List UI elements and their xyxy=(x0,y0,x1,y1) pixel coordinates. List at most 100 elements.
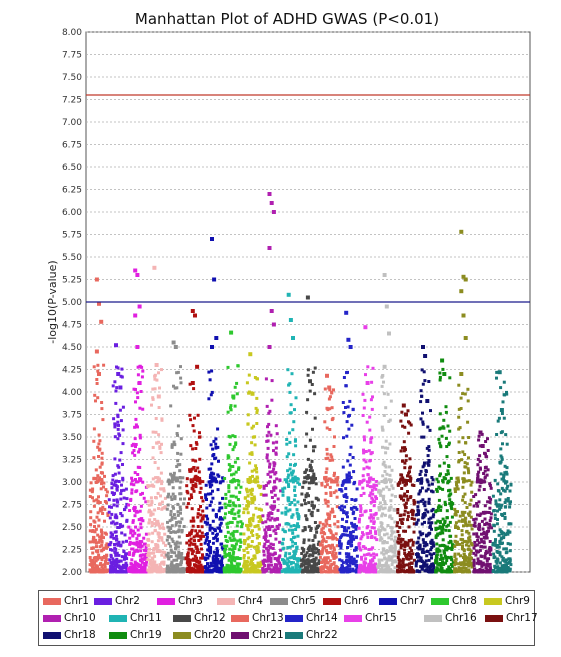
data-point xyxy=(473,567,477,571)
data-point xyxy=(127,553,131,556)
data-point xyxy=(316,508,320,512)
data-point xyxy=(476,478,479,482)
data-point xyxy=(163,505,167,509)
data-point xyxy=(504,533,508,537)
data-point xyxy=(348,453,352,457)
data-point xyxy=(438,375,442,379)
data-point xyxy=(272,488,276,492)
data-point xyxy=(429,521,433,525)
data-point xyxy=(113,564,117,568)
data-point xyxy=(111,478,115,482)
data-point xyxy=(155,480,159,484)
data-point xyxy=(293,494,297,497)
data-point xyxy=(374,512,378,516)
data-point xyxy=(199,486,203,490)
data-point xyxy=(155,569,159,573)
data-point xyxy=(327,570,331,574)
data-point xyxy=(422,515,426,519)
data-point xyxy=(286,498,290,502)
data-point xyxy=(481,510,485,514)
data-point xyxy=(314,482,318,486)
data-point xyxy=(209,393,213,397)
data-point xyxy=(131,519,135,523)
data-point xyxy=(386,550,390,553)
legend-swatch xyxy=(323,598,341,605)
data-point xyxy=(205,506,209,510)
data-point xyxy=(474,553,478,557)
data-point xyxy=(158,386,161,390)
data-point xyxy=(486,468,490,472)
data-point xyxy=(198,477,202,480)
data-point xyxy=(186,566,190,570)
data-point xyxy=(373,536,377,540)
data-point xyxy=(472,570,476,574)
data-point xyxy=(262,553,266,557)
data-point xyxy=(342,566,346,570)
data-point xyxy=(264,569,268,573)
data-point xyxy=(266,517,270,521)
data-point xyxy=(386,524,390,527)
data-point xyxy=(426,565,430,569)
data-point xyxy=(381,563,385,567)
data-point xyxy=(465,462,469,466)
data-point xyxy=(165,567,169,571)
data-point xyxy=(99,562,103,565)
data-point xyxy=(472,558,476,562)
data-point xyxy=(304,495,308,499)
data-point xyxy=(249,480,253,484)
data-point xyxy=(421,422,425,426)
legend-row: Chr1 Chr2 Chr3 Chr4 Chr5 Chr6 Chr7 Chr8 Chr9 xyxy=(43,594,533,608)
data-point xyxy=(94,559,98,563)
data-points xyxy=(88,192,513,574)
data-point xyxy=(113,472,117,476)
data-point xyxy=(173,496,177,499)
data-point xyxy=(333,522,337,526)
data-point xyxy=(272,464,276,468)
data-point xyxy=(186,491,190,495)
data-point xyxy=(480,555,484,559)
data-point xyxy=(348,557,352,561)
data-point xyxy=(305,432,309,436)
data-point xyxy=(428,428,432,432)
data-point xyxy=(425,554,429,558)
data-point xyxy=(418,543,422,547)
data-point xyxy=(255,533,259,537)
data-point xyxy=(185,484,189,488)
data-point xyxy=(210,471,214,475)
data-point xyxy=(287,452,291,456)
data-point xyxy=(426,487,430,491)
data-point xyxy=(363,569,367,573)
data-point xyxy=(423,500,427,504)
data-point xyxy=(146,485,150,489)
data-point xyxy=(328,551,332,554)
data-point xyxy=(207,565,211,568)
data-point xyxy=(149,513,153,517)
data-point xyxy=(105,553,109,557)
data-point xyxy=(191,516,195,520)
data-point xyxy=(180,517,184,521)
data-point xyxy=(138,436,142,440)
data-point xyxy=(346,459,350,463)
data-point xyxy=(253,570,257,574)
data-point xyxy=(484,534,488,538)
data-point xyxy=(121,540,125,544)
data-point xyxy=(292,561,295,565)
legend-label: Chr20 xyxy=(194,629,226,641)
data-point xyxy=(152,484,156,488)
data-point xyxy=(409,552,413,556)
data-point xyxy=(404,458,408,462)
data-point xyxy=(465,570,469,574)
data-point xyxy=(154,496,158,500)
data-point xyxy=(290,372,294,376)
data-point xyxy=(448,534,452,538)
data-point xyxy=(287,560,291,564)
data-point xyxy=(246,551,250,555)
data-point xyxy=(177,528,181,532)
data-point xyxy=(313,392,317,396)
data-point xyxy=(500,456,504,460)
data-point xyxy=(261,521,265,525)
data-point xyxy=(208,527,212,530)
data-point xyxy=(200,570,204,574)
data-point xyxy=(362,458,366,462)
data-point xyxy=(468,559,472,563)
